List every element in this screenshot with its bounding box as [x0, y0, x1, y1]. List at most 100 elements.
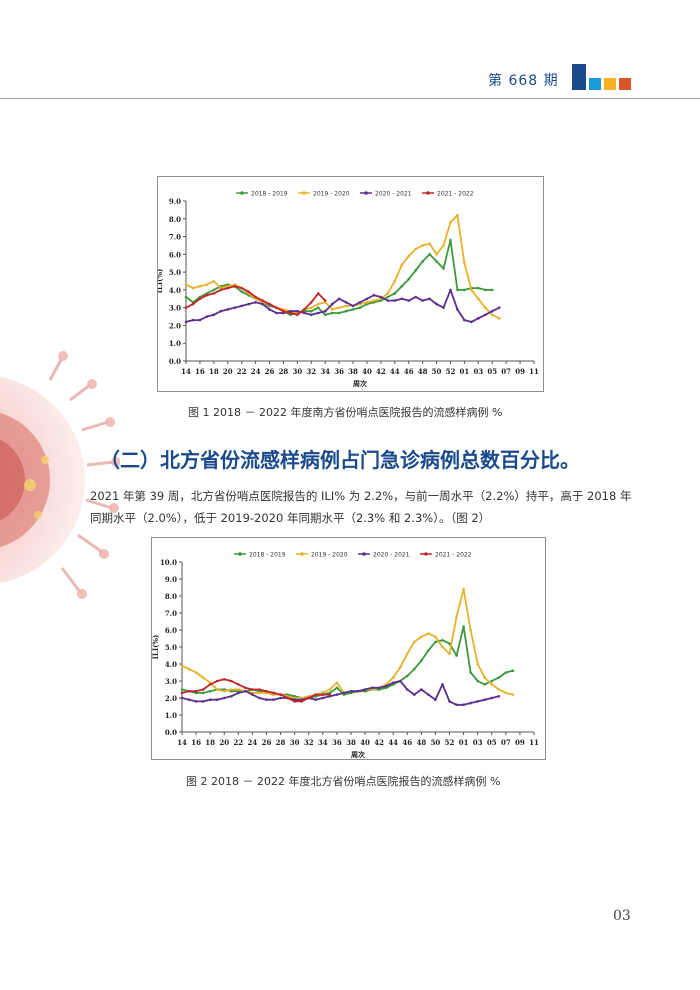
figure2-series-point-3: [244, 689, 247, 693]
figure2-series-point-1: [448, 642, 451, 645]
figure1-series-point-2: [219, 286, 223, 290]
figure1-series-point-1: [240, 290, 243, 293]
figure1-series-point-1: [358, 306, 362, 309]
figure1-series-point-1: [483, 288, 487, 292]
section-title: （二）北方省份流感样病例占门急诊病例总数百分比。: [100, 448, 580, 472]
figure1-legend-marker: [364, 191, 368, 195]
figure2-series-point-4: [293, 700, 296, 703]
figure1-series-point-2: [323, 301, 327, 304]
figure2-series-point-2: [448, 652, 451, 656]
figure2-y-tick-label: 5.0: [165, 643, 177, 652]
figure1-series-point-2: [393, 279, 397, 283]
figure2-legend-marker: [424, 552, 428, 556]
figure1-x-tick-label: 42: [376, 367, 386, 376]
figure1-series-point-2: [198, 285, 202, 288]
figure1-series-point-2: [205, 283, 209, 286]
figure2-series-point-2: [398, 666, 402, 669]
figure2-series-point-3: [441, 683, 444, 686]
figure2-series-point-1: [497, 676, 501, 679]
figure2-legend-label: 2018 - 2019: [249, 552, 286, 559]
figure1-series-point-3: [247, 302, 250, 306]
figure2-series-point-2: [335, 681, 339, 684]
figure1-series-point-3: [497, 306, 501, 309]
figure2-x-tick-label: 20: [219, 738, 229, 747]
figure1-series-point-1: [414, 269, 417, 272]
figure1-y-tick-label: 0.0: [169, 357, 181, 366]
figure1-series-point-2: [421, 244, 424, 247]
figure1-x-tick-label: 50: [432, 367, 442, 376]
figure2-series-point-2: [434, 635, 437, 639]
figure2-chart: 0.0 1.0 2.0 3.0 4.0 5.0 6.0 7.0 8.0 9.0 10.0 14 16 18…: [151, 537, 546, 760]
figure1-series-point-2: [365, 301, 369, 304]
figure1-series-point-1: [442, 267, 445, 270]
figure1-series-point-3: [414, 295, 417, 299]
figure1-series-point-2: [191, 286, 195, 290]
figure2-series-point-2: [180, 664, 184, 667]
figure2-series-line-4: [181, 678, 330, 703]
figure2-x-tick-label: 09: [515, 738, 525, 747]
figure2-series-point-4: [251, 688, 254, 691]
figure1-series-point-3: [379, 295, 383, 299]
figure2-series-point-1: [504, 671, 508, 674]
figure1-series-point-3: [407, 299, 411, 302]
figure2-x-tick-label: 26: [262, 738, 272, 747]
figure1-series-point-3: [309, 313, 313, 317]
figure2-series-point-3: [490, 696, 494, 700]
figure2-x-tick-label: 22: [233, 738, 243, 747]
figure1-series-line-3: [185, 289, 500, 323]
figure1-series-point-1: [205, 292, 209, 295]
figure1-series-point-4: [205, 293, 209, 297]
figure1-legend-label: 2018 - 2019: [251, 191, 288, 198]
figure2-series-point-4: [314, 693, 318, 696]
figure2-series-point-4: [279, 693, 282, 696]
figure2-series-point-2: [462, 587, 465, 591]
figure2-series-point-2: [441, 645, 444, 649]
figure1-series-point-2: [330, 308, 334, 311]
figure1-series-point-3: [330, 302, 334, 306]
figure2-series-point-4: [307, 696, 311, 700]
figure2-series-point-4: [244, 686, 247, 690]
figure2-series-point-3: [279, 696, 282, 700]
figure2-x-tick-label: 11: [529, 738, 539, 747]
figure1-series-point-3: [282, 311, 285, 315]
figure2-svg: 0.0 1.0 2.0 3.0 4.0 5.0 6.0 7.0 8.0 9.0 10.0 14 16 18…: [152, 552, 539, 760]
figure1-x-tick-label: 22: [237, 367, 247, 376]
figure2-x-tick-label: 48: [416, 738, 426, 747]
figure2-series-point-4: [265, 689, 268, 693]
figure1-series-point-4: [309, 301, 313, 304]
figure2-series-point-1: [483, 683, 487, 686]
figure2-x-label: 周次: [351, 750, 365, 759]
figure2-series-point-2: [497, 688, 501, 691]
figure2-series-point-4: [272, 691, 275, 695]
figure2-series-point-2: [222, 689, 226, 693]
figure1-series-point-1: [421, 260, 424, 263]
section-paragraph: 2021 年第 39 周，北方省份哨点医院报告的 ILI% 为 2.2%，与前一…: [90, 489, 632, 525]
figure2-series-point-3: [342, 691, 346, 695]
figure1-x-tick-label: 01: [460, 367, 470, 376]
figure1-series-point-3: [490, 309, 494, 313]
figure2-x-tick-label: 03: [473, 738, 483, 747]
figure1-series-point-2: [456, 213, 459, 217]
figure2-series-point-1: [427, 649, 430, 652]
figure1-x-tick-label: 52: [446, 367, 456, 376]
figure1-x-tick-label: 09: [515, 367, 525, 376]
figure1-series-point-2: [428, 242, 431, 245]
figure2-x-tick-label: 01: [459, 738, 469, 747]
header-block-blue: [589, 78, 601, 90]
figure1-series-point-1: [226, 283, 230, 286]
figure1-series-point-3: [463, 318, 466, 322]
figure1-series-point-3: [212, 313, 216, 317]
figure1-x-tick-label: 16: [195, 367, 205, 376]
figure1-series-point-4: [323, 299, 327, 302]
figure1-series-point-1: [490, 288, 494, 292]
figure1-series-point-2: [414, 247, 417, 251]
figure1-y-label: ILI(%): [158, 269, 164, 294]
figure2-series-point-1: [462, 625, 465, 628]
figure1-series-point-3: [435, 302, 438, 306]
figure1-series-point-2: [435, 253, 438, 256]
figure2-series-point-3: [265, 698, 268, 701]
figure2-x-tick-label: 50: [431, 738, 441, 747]
figure2-series-point-4: [194, 689, 198, 693]
figure2-legend-label: 2021 - 2022: [435, 552, 472, 559]
figure2-series-point-3: [370, 686, 374, 690]
